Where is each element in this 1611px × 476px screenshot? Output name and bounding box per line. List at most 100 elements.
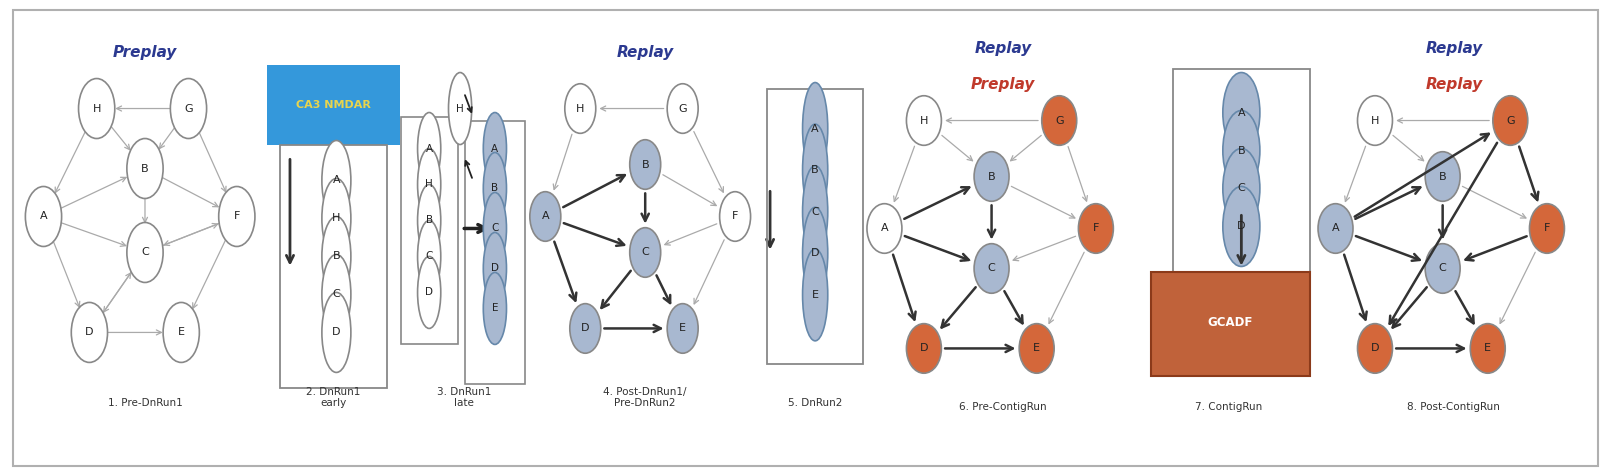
Circle shape: [127, 222, 163, 282]
Circle shape: [1042, 96, 1076, 145]
Circle shape: [322, 255, 351, 335]
Text: F: F: [731, 211, 738, 221]
Circle shape: [802, 124, 828, 216]
Circle shape: [720, 192, 751, 241]
Circle shape: [483, 232, 506, 305]
Text: C: C: [491, 223, 498, 234]
Circle shape: [1493, 96, 1527, 145]
Text: 2. DnRun1
early: 2. DnRun1 early: [306, 387, 361, 408]
Text: B: B: [1439, 171, 1447, 181]
Circle shape: [667, 84, 698, 133]
Text: C: C: [641, 248, 649, 258]
Text: 7. ContigRun: 7. ContigRun: [1195, 402, 1261, 412]
Circle shape: [448, 72, 472, 145]
Circle shape: [1471, 324, 1505, 373]
Text: C: C: [1237, 183, 1245, 194]
Text: 3. DnRun1
late: 3. DnRun1 late: [437, 387, 491, 408]
Text: B: B: [812, 165, 818, 175]
Text: H: H: [332, 213, 340, 224]
Text: E: E: [491, 303, 498, 314]
Circle shape: [322, 292, 351, 372]
Circle shape: [322, 178, 351, 258]
Text: A: A: [425, 143, 433, 154]
Circle shape: [417, 149, 441, 220]
Circle shape: [565, 84, 596, 133]
Circle shape: [127, 139, 163, 198]
Text: A: A: [491, 143, 498, 154]
Text: H: H: [920, 116, 928, 126]
Text: C: C: [1439, 263, 1447, 274]
Text: A: A: [541, 211, 549, 221]
Text: C: C: [332, 289, 340, 299]
Text: H: H: [456, 103, 464, 114]
Text: F: F: [234, 211, 240, 221]
Circle shape: [26, 187, 61, 247]
Circle shape: [322, 217, 351, 297]
Circle shape: [483, 192, 506, 265]
Circle shape: [802, 249, 828, 341]
Text: E: E: [1033, 343, 1041, 354]
Text: H: H: [92, 103, 101, 114]
Circle shape: [802, 82, 828, 175]
Circle shape: [483, 112, 506, 185]
Text: D: D: [810, 248, 820, 258]
FancyBboxPatch shape: [267, 65, 400, 145]
Text: E: E: [1484, 343, 1492, 354]
Text: G: G: [184, 103, 193, 114]
Text: 8. Post-ContigRun: 8. Post-ContigRun: [1408, 402, 1500, 412]
Text: 6. Pre-ContigRun: 6. Pre-ContigRun: [959, 402, 1047, 412]
Text: Replay: Replay: [975, 40, 1031, 56]
Circle shape: [1223, 149, 1260, 228]
Circle shape: [1358, 96, 1392, 145]
Text: F: F: [1543, 223, 1550, 234]
Text: 4. Post-DnRun1/
Pre-DnRun2: 4. Post-DnRun1/ Pre-DnRun2: [604, 387, 686, 408]
Text: B: B: [641, 159, 649, 169]
Text: B: B: [332, 251, 340, 261]
Text: A: A: [1332, 223, 1339, 234]
Text: 1. Pre-DnRun1: 1. Pre-DnRun1: [108, 398, 182, 408]
Text: CA3 NMDAR: CA3 NMDAR: [296, 99, 371, 109]
Text: Replay: Replay: [1426, 40, 1482, 56]
Text: C: C: [988, 263, 996, 274]
Text: B: B: [491, 183, 498, 194]
Circle shape: [79, 79, 114, 139]
Text: Replay: Replay: [617, 45, 673, 60]
Text: H: H: [425, 179, 433, 189]
Text: B: B: [1237, 146, 1245, 156]
Circle shape: [417, 185, 441, 257]
Circle shape: [1426, 244, 1460, 293]
Circle shape: [530, 192, 561, 241]
Circle shape: [802, 166, 828, 258]
Text: B: B: [425, 216, 433, 226]
Text: D: D: [332, 327, 340, 337]
Text: A: A: [1237, 108, 1245, 118]
Text: E: E: [680, 323, 686, 334]
Circle shape: [1318, 204, 1353, 253]
Text: G: G: [1506, 116, 1514, 126]
Circle shape: [417, 257, 441, 328]
Circle shape: [1223, 110, 1260, 190]
Circle shape: [867, 204, 902, 253]
Text: Preplay: Preplay: [971, 77, 1034, 91]
Text: E: E: [177, 327, 185, 337]
Text: D: D: [425, 288, 433, 298]
Circle shape: [483, 152, 506, 225]
Text: A: A: [812, 123, 818, 134]
Text: D: D: [920, 343, 928, 354]
Text: A: A: [881, 223, 888, 234]
Circle shape: [630, 228, 661, 277]
Text: Replay: Replay: [1426, 77, 1482, 91]
Circle shape: [163, 302, 200, 362]
Text: D: D: [85, 327, 93, 337]
Circle shape: [1358, 324, 1392, 373]
Circle shape: [322, 140, 351, 220]
Text: C: C: [142, 248, 148, 258]
Circle shape: [1223, 187, 1260, 267]
Circle shape: [570, 304, 601, 353]
Text: H: H: [577, 103, 585, 114]
Circle shape: [219, 187, 255, 247]
Text: D: D: [582, 323, 590, 334]
Circle shape: [975, 244, 1008, 293]
Text: C: C: [812, 207, 818, 217]
Text: E: E: [812, 290, 818, 300]
